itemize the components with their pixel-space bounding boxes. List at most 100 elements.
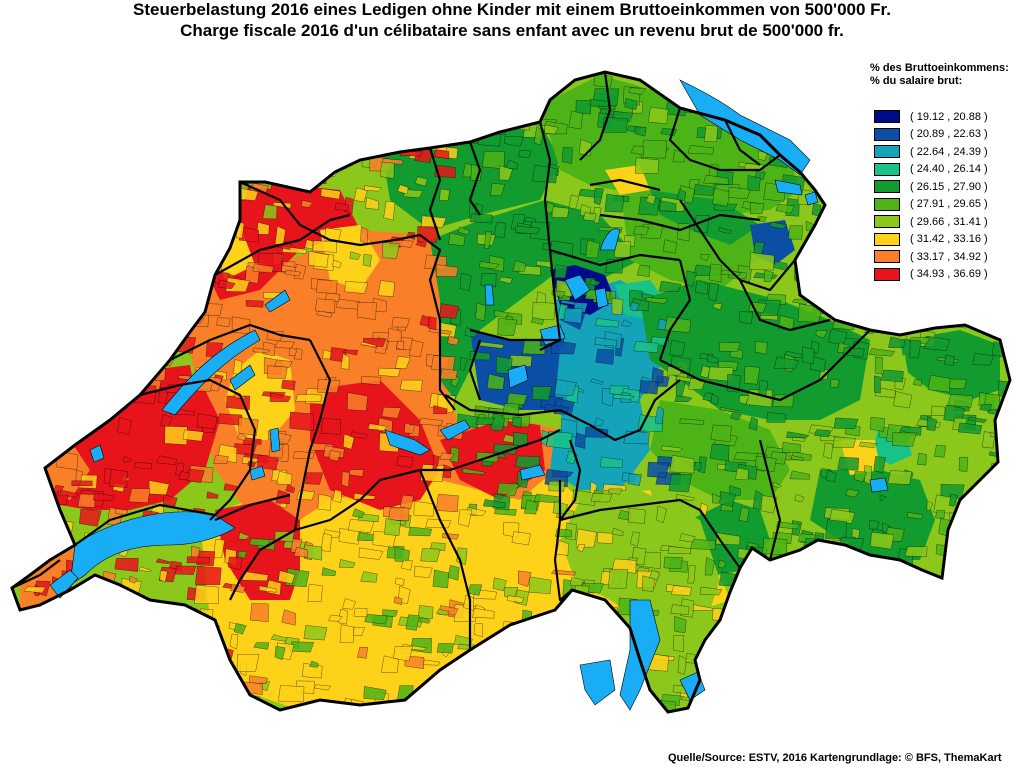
municipality [334, 202, 349, 211]
legend-swatch [874, 267, 900, 281]
municipality [528, 576, 552, 594]
municipality [979, 625, 986, 643]
municipality [457, 674, 474, 687]
municipality [53, 684, 70, 692]
municipality [734, 88, 754, 104]
municipality [314, 684, 332, 691]
municipality [673, 635, 685, 653]
legend-range-label: ( 27.91 , 29.65 ) [910, 198, 988, 211]
municipality [249, 675, 268, 684]
municipality [394, 356, 411, 369]
municipality [104, 701, 114, 712]
municipality [433, 405, 448, 415]
municipality [64, 659, 77, 676]
municipality [842, 617, 852, 631]
municipality [530, 317, 545, 325]
municipality [574, 432, 586, 449]
municipality [806, 680, 833, 689]
municipality [123, 685, 133, 698]
municipality [156, 225, 177, 244]
municipality [916, 609, 941, 622]
lake [69, 511, 236, 586]
lake [804, 191, 819, 206]
municipality [651, 367, 664, 383]
municipality [210, 144, 224, 163]
legend-row: ( 24.40 , 26.14 ) [874, 161, 988, 179]
municipality [815, 329, 828, 339]
municipality [229, 121, 255, 137]
municipality [360, 571, 378, 583]
municipality [320, 532, 333, 553]
municipality [312, 240, 337, 253]
municipality [833, 302, 850, 312]
municipality [362, 705, 385, 712]
lake [439, 419, 471, 441]
municipality [367, 423, 389, 431]
municipality [159, 264, 178, 272]
municipality [884, 297, 905, 307]
municipality [830, 608, 840, 623]
municipality [356, 302, 377, 320]
municipality [238, 532, 250, 540]
municipality [364, 185, 382, 192]
municipality [397, 184, 409, 195]
municipality [999, 308, 1010, 323]
municipality [482, 499, 506, 509]
municipality [837, 456, 859, 471]
municipality [403, 189, 424, 198]
municipality [772, 482, 782, 488]
municipality [208, 652, 229, 659]
municipality [178, 188, 189, 202]
municipality [524, 499, 538, 515]
municipality [997, 682, 1010, 696]
municipality [418, 700, 445, 712]
canton-border [724, 119, 761, 166]
municipality [257, 88, 281, 99]
municipality [174, 565, 197, 575]
municipality [176, 80, 198, 99]
municipality [894, 636, 919, 649]
canton-border [469, 328, 560, 342]
municipality [132, 718, 150, 724]
municipality [518, 150, 532, 158]
municipality [311, 710, 330, 712]
canton-border [699, 509, 741, 569]
municipality [85, 158, 98, 177]
municipality [73, 588, 84, 603]
municipality [601, 605, 618, 623]
municipality [784, 698, 805, 712]
municipality [126, 380, 142, 387]
municipality [633, 341, 659, 353]
municipality [569, 680, 578, 700]
municipality [436, 130, 452, 141]
municipality [347, 392, 368, 412]
municipality [28, 545, 42, 555]
municipality [828, 244, 852, 251]
municipality [518, 570, 532, 587]
municipality [70, 698, 78, 712]
municipality [958, 456, 969, 472]
municipality [317, 493, 332, 511]
municipality [89, 117, 111, 125]
municipality [862, 618, 877, 627]
municipality [64, 314, 86, 323]
canton-border [539, 249, 562, 351]
municipality [675, 494, 695, 501]
municipality [870, 531, 895, 550]
municipality [52, 221, 78, 235]
municipality [718, 227, 732, 234]
municipality [496, 482, 519, 497]
municipality [362, 254, 372, 267]
municipality [120, 111, 141, 124]
municipality [870, 566, 881, 574]
municipality [341, 471, 350, 488]
municipality [319, 88, 339, 101]
municipality [957, 693, 969, 708]
municipality [942, 622, 968, 640]
municipality [349, 251, 361, 260]
municipality [735, 585, 749, 599]
municipality [219, 126, 232, 134]
municipality [975, 697, 986, 705]
municipality [380, 161, 395, 179]
municipality [190, 125, 201, 134]
